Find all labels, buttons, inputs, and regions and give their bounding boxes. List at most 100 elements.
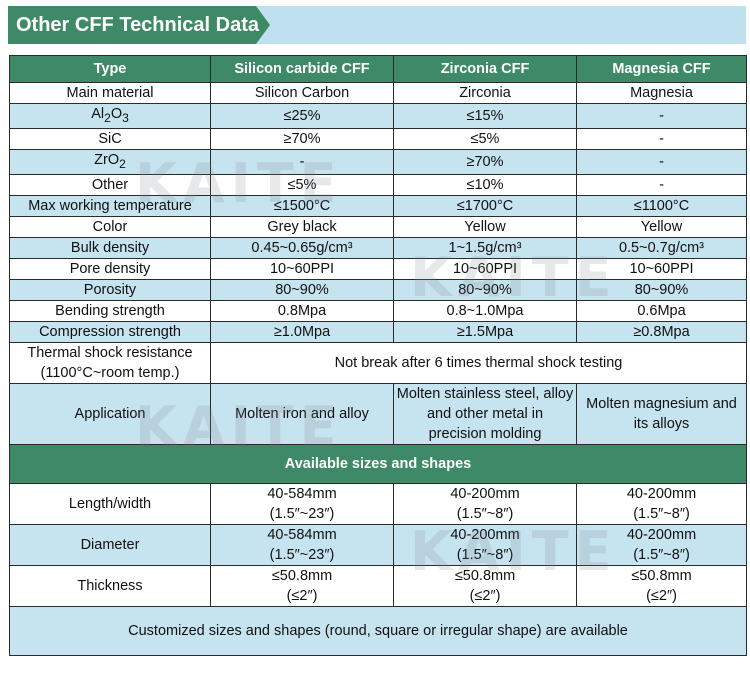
thermal-shock-row: Thermal shock resistance (1100°C~room te… xyxy=(9,341,747,384)
table-row: Other ≤5% ≤10% - xyxy=(9,173,747,196)
size-row-diameter: Diameter 40-584mm (1.5″~23″) 40-200mm (1.5… xyxy=(9,523,747,566)
row-label: SiC xyxy=(9,127,211,150)
row-label: Diameter xyxy=(9,523,211,566)
cell: - xyxy=(210,148,394,175)
cell-line: 40-200mm xyxy=(450,526,520,543)
header-sic: Silicon carbide CFF xyxy=(210,55,394,83)
cell-line: (1.5″~8″) xyxy=(456,546,514,563)
cell: ≤5% xyxy=(393,127,577,150)
header-magnesia: Magnesia CFF xyxy=(576,55,747,83)
cell: 10~60PPI xyxy=(576,257,747,280)
table-row: Color Grey black Yellow Yellow xyxy=(9,215,747,238)
cell: ≤50.8mm (≤2″) xyxy=(393,564,577,607)
cell: 40-584mm (1.5″~23″) xyxy=(210,482,394,525)
cell-line: (≤2″) xyxy=(286,587,318,604)
cell-line: ≤50.8mm xyxy=(454,567,516,584)
row-label: Main material xyxy=(9,82,211,104)
thermal-shock-label: Thermal shock resistance (1100°C~room te… xyxy=(9,341,211,384)
cell: 80~90% xyxy=(393,278,577,301)
sizes-section-title: Available sizes and shapes xyxy=(9,443,747,484)
table-row: Bending strength 0.8Mpa 0.8~1.0Mpa 0.6Mp… xyxy=(9,299,747,322)
table-row: ZrO2 - ≥70% - xyxy=(9,148,747,175)
application-label: Application xyxy=(9,382,211,445)
cell: 40-200mm (1.5″~8″) xyxy=(576,482,747,525)
cell-line: 40-584mm xyxy=(267,526,337,543)
row-label: Pore density xyxy=(9,257,211,280)
cell: 0.8~1.0Mpa xyxy=(393,299,577,322)
header-type: Type xyxy=(9,55,211,83)
cell: Yellow xyxy=(576,215,747,238)
row-label: Color xyxy=(9,215,211,238)
cell: ≤1700°C xyxy=(393,194,577,217)
title-banner: Other CFF Technical Data xyxy=(8,6,746,44)
application-sic: Molten iron and alloy xyxy=(210,382,394,445)
row-label-zro2: ZrO2 xyxy=(9,148,211,175)
cell: 0.8Mpa xyxy=(210,299,394,322)
cell-line: (1.5″~8″) xyxy=(633,546,690,563)
cell-line: (1.5″~8″) xyxy=(456,505,514,522)
cell: ≤1500°C xyxy=(210,194,394,217)
cell: ≤1100°C xyxy=(576,194,747,217)
size-row-length: Length/width 40-584mm (1.5″~23″) 40-200mm… xyxy=(9,482,747,525)
row-label: Bending strength xyxy=(9,299,211,322)
footer-note: Customized sizes and shapes (round, squa… xyxy=(9,605,747,656)
cell: ≤15% xyxy=(393,103,577,129)
cell: 10~60PPI xyxy=(210,257,394,280)
cell: 40-200mm (1.5″~8″) xyxy=(576,523,747,566)
application-zirconia: Molten stainless steel, alloy and other … xyxy=(393,382,577,445)
table-row: Compression strength ≥1.0Mpa ≥1.5Mpa ≥0.… xyxy=(9,320,747,343)
cell: ≤50.8mm (≤2″) xyxy=(210,564,394,607)
header-zirconia: Zirconia CFF xyxy=(393,55,577,83)
cell: ≤50.8mm (≤2″) xyxy=(576,564,747,607)
cell-line: 40-200mm xyxy=(626,485,697,502)
row-label: Bulk density xyxy=(9,236,211,259)
cell-line: (1.5″~8″) xyxy=(633,505,690,522)
section-header-row: Available sizes and shapes xyxy=(9,443,747,484)
table-row: Porosity 80~90% 80~90% 80~90% xyxy=(9,278,747,301)
size-row-thickness: Thickness ≤50.8mm (≤2″) ≤50.8mm (≤2″) ≤50.… xyxy=(9,564,747,607)
cell-line: ≤50.8mm xyxy=(271,567,333,584)
cell: Magnesia xyxy=(576,82,747,104)
table-row: Main material Silicon Carbon Zirconia Ma… xyxy=(9,82,747,104)
page-title: Other CFF Technical Data xyxy=(16,14,260,36)
cell-line: 40-584mm xyxy=(267,485,337,502)
application-row: Application Molten iron and alloy Molten… xyxy=(9,382,747,445)
cell: - xyxy=(576,127,747,150)
cell-line: (1.5″~23″) xyxy=(269,505,335,522)
table-row: Max working temperature ≤1500°C ≤1700°C … xyxy=(9,194,747,217)
cell: - xyxy=(576,148,747,175)
cell-line: (≤2″) xyxy=(646,587,677,604)
thermal-shock-label-line2: (1100°C~room temp.) xyxy=(40,364,180,381)
table-row: Al2O3 ≤25% ≤15% - xyxy=(9,103,747,129)
row-label: Other xyxy=(9,173,211,196)
row-label: Porosity xyxy=(9,278,211,301)
technical-data-table: Type Silicon carbide CFF Zirconia CFF Ma… xyxy=(9,55,747,656)
cell-line: ≤50.8mm xyxy=(631,567,692,584)
cell-line: 40-200mm xyxy=(626,526,697,543)
cell: ≤5% xyxy=(210,173,394,196)
banner-tab xyxy=(8,6,270,44)
cell-line: 40-200mm xyxy=(450,485,520,502)
cell: 80~90% xyxy=(576,278,747,301)
cell: 1~1.5g/cm³ xyxy=(393,236,577,259)
cell: ≤10% xyxy=(393,173,577,196)
row-label: Thickness xyxy=(9,564,211,607)
cell: ≤25% xyxy=(210,103,394,129)
cell: ≥0.8Mpa xyxy=(576,320,747,343)
cell: ≥1.5Mpa xyxy=(393,320,577,343)
cell-line: (1.5″~23″) xyxy=(269,546,335,563)
cell: 0.45~0.65g/cm³ xyxy=(210,236,394,259)
row-label-al2o3: Al2O3 xyxy=(9,103,211,129)
cell-line: (≤2″) xyxy=(469,587,501,604)
cell: ≥70% xyxy=(393,148,577,175)
cell: - xyxy=(576,173,747,196)
thermal-shock-value: Not break after 6 times thermal shock te… xyxy=(210,341,747,384)
cell: 40-200mm (1.5″~8″) xyxy=(393,523,577,566)
cell: 10~60PPI xyxy=(393,257,577,280)
row-label: Compression strength xyxy=(9,320,211,343)
table-header-row: Type Silicon carbide CFF Zirconia CFF Ma… xyxy=(9,55,747,83)
table-row: SiC ≥70% ≤5% - xyxy=(9,127,747,150)
cell: - xyxy=(576,103,747,129)
cell: 40-584mm (1.5″~23″) xyxy=(210,523,394,566)
application-magnesia: Molten magnesium and its alloys xyxy=(576,382,747,445)
